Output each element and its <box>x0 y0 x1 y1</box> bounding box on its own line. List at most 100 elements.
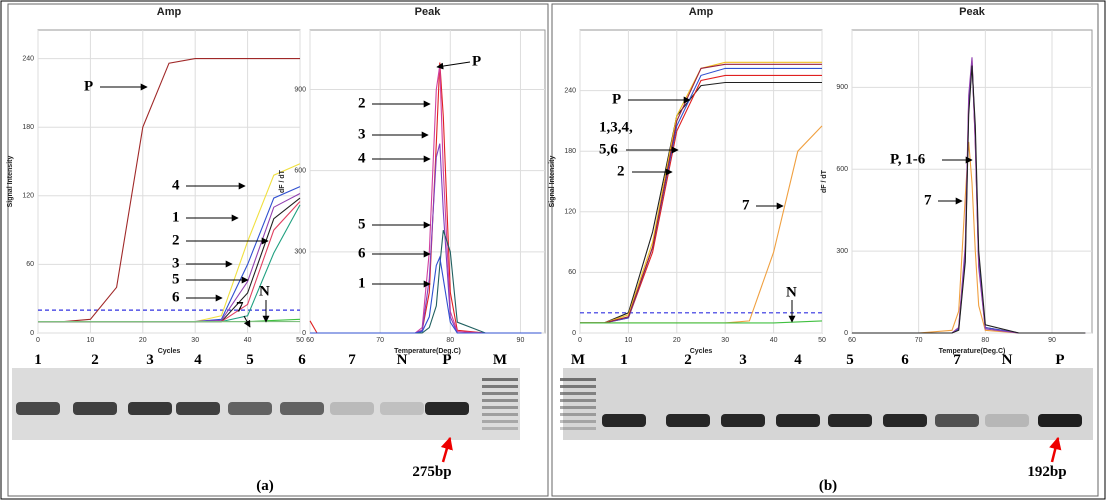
annotation: 4 <box>358 150 366 166</box>
x-tick-label: 30 <box>721 337 729 344</box>
gel-band <box>935 414 979 427</box>
annotation: 7 <box>236 299 244 315</box>
lane-label: 7 <box>348 352 356 368</box>
annotation: 7 <box>742 197 750 213</box>
series-line <box>852 65 1086 334</box>
annotation: 2 <box>358 95 366 111</box>
ladder-band <box>560 406 596 409</box>
y-axis-label: dF / dT <box>821 169 828 193</box>
x-tick-label: 40 <box>244 337 252 344</box>
y-tick-label: 900 <box>294 86 306 93</box>
y-tick-label: 900 <box>836 84 848 91</box>
annotation-arrow <box>243 315 251 328</box>
y-tick-label: 0 <box>572 330 576 337</box>
ladder-band <box>482 420 518 423</box>
lane-label: M <box>571 352 585 368</box>
gel-band <box>128 402 172 415</box>
plot-area <box>309 29 546 334</box>
annotation: 5 <box>172 271 180 287</box>
x-tick-label: 90 <box>517 337 525 344</box>
gel-band <box>666 414 710 427</box>
lane-label: P <box>1055 352 1064 368</box>
lane-label: 1 <box>34 352 42 368</box>
chart-title: Peak <box>959 6 986 18</box>
annotation: 6 <box>358 245 366 261</box>
lane-label: P <box>442 352 451 368</box>
gel-band <box>380 402 424 415</box>
ladder-band <box>482 427 518 430</box>
y-axis-label: Signal Intensity <box>549 156 556 208</box>
annotation: 2 <box>172 232 180 248</box>
x-tick-label: 20 <box>673 337 681 344</box>
x-axis-label: Temperature(Deg.C) <box>394 348 461 355</box>
x-tick-label: 80 <box>446 337 454 344</box>
lane-label: N <box>1002 352 1013 368</box>
chart-title: Amp <box>689 6 714 18</box>
gel-band <box>985 414 1029 427</box>
lane-label: N <box>397 352 408 368</box>
panel-b-border <box>551 3 1099 497</box>
annotation: P, 1-6 <box>890 151 926 167</box>
y-tick-label: 0 <box>30 330 34 337</box>
y-tick-label: 120 <box>22 193 34 200</box>
ladder-band <box>560 427 596 430</box>
annotation: N <box>786 284 797 300</box>
size-arrow <box>1049 436 1062 463</box>
lane-label: 2 <box>91 352 99 368</box>
x-tick-label: 50 <box>818 337 826 344</box>
ladder-band <box>560 378 596 381</box>
x-tick-label: 20 <box>139 337 147 344</box>
y-tick-label: 60 <box>26 261 34 268</box>
annotation: 2 <box>617 163 625 179</box>
gel-band <box>228 402 272 415</box>
y-tick-label: 60 <box>568 269 576 276</box>
series-line <box>580 81 822 324</box>
lane-label: 1 <box>620 352 628 368</box>
x-tick-label: 50 <box>296 337 304 344</box>
annotation: 1,3,4, <box>599 119 633 135</box>
x-tick-label: 0 <box>578 337 582 344</box>
series-line <box>580 67 822 324</box>
series-line <box>580 63 822 324</box>
gel-band <box>883 414 927 427</box>
x-tick-label: 40 <box>770 337 778 344</box>
y-tick-label: 180 <box>22 124 34 131</box>
gel-band <box>721 414 765 427</box>
chart-title: Amp <box>157 6 182 18</box>
plot-area <box>37 29 301 334</box>
ladder-band <box>482 392 518 395</box>
lane-label: 3 <box>146 352 154 368</box>
lane-label: 5 <box>846 352 854 368</box>
annotation: 5 <box>358 216 366 232</box>
x-tick-label: 60 <box>306 337 314 344</box>
x-axis-label: Temperature(Deg.C) <box>939 348 1006 355</box>
annotation: 3 <box>172 255 180 271</box>
annotation: 5,6 <box>599 141 618 157</box>
ladder-band <box>560 392 596 395</box>
x-tick-label: 10 <box>625 337 633 344</box>
x-tick-label: 10 <box>87 337 95 344</box>
ladder-band <box>560 420 596 423</box>
lane-label: 4 <box>794 352 802 368</box>
gel-band <box>828 414 872 427</box>
series-line <box>38 58 300 323</box>
lane-label: 6 <box>901 352 909 368</box>
x-tick-label: 90 <box>1048 337 1056 344</box>
x-tick-label: 70 <box>915 337 923 344</box>
lane-label: 7 <box>953 352 961 368</box>
lane-label: 2 <box>684 352 692 368</box>
ladder-band <box>482 385 518 388</box>
annotation: P <box>612 91 621 107</box>
gel-band <box>176 402 220 415</box>
size-arrow <box>440 436 453 463</box>
ladder-band <box>560 399 596 402</box>
gel-band <box>73 402 117 415</box>
panel-label: (b) <box>819 478 837 494</box>
lane-label: M <box>493 352 507 368</box>
y-tick-label: 180 <box>564 148 576 155</box>
series-line <box>580 320 823 324</box>
panel-a-border <box>7 3 549 497</box>
y-tick-label: 120 <box>564 209 576 216</box>
ladder-band <box>482 406 518 409</box>
chart-title: Peak <box>415 6 442 18</box>
